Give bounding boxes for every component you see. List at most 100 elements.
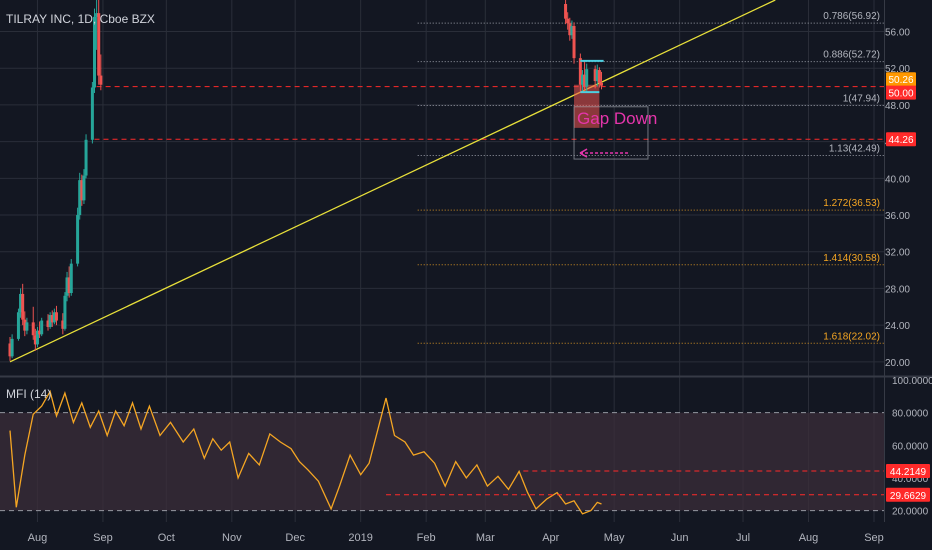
mfi-axis[interactable]: 100.0000 80.0000 60.0000 40.0000 20.0000: [892, 376, 932, 518]
time-tick-label: May: [604, 532, 625, 544]
candle-body: [599, 82, 603, 86]
annotation-box: [573, 106, 649, 160]
mfi-level-lines: [386, 470, 884, 496]
candle-body: [99, 75, 103, 85]
price-tag: [886, 132, 916, 147]
fib-label: 1.13(42.49): [829, 143, 880, 154]
candle-body: [82, 175, 86, 201]
candle-body: [76, 215, 80, 264]
candle-body: [65, 277, 69, 296]
horizontal-lines: [94, 86, 884, 140]
price-tick-label: 28.00: [885, 284, 910, 295]
fib-label: 1.272(36.53): [823, 198, 880, 209]
candle-body: [95, 13, 99, 17]
time-tick-label: Nov: [222, 532, 242, 544]
candle-body: [25, 322, 29, 331]
candle-body: [597, 70, 601, 83]
price-tag-label: 50.26: [888, 75, 913, 86]
time-axis[interactable]: Aug Sep Oct Nov Dec 2019 Feb Mar Apr May Jun Jul Aug…: [28, 532, 884, 544]
candle-body: [38, 330, 42, 335]
candle-body: [572, 26, 576, 59]
candle-body: [593, 69, 597, 82]
candle-body: [19, 293, 23, 313]
price-tags: 50.26 50.00 44.26 44.2149 29.6629: [886, 72, 930, 502]
candle-body: [97, 13, 101, 76]
candle-body: [69, 263, 73, 294]
price-tag: [886, 72, 916, 87]
time-tick-label: Mar: [476, 532, 495, 544]
candle-body: [52, 312, 56, 323]
price-tag-label: 50.00: [888, 89, 913, 100]
candle-body: [48, 315, 52, 327]
mfi-tick-label: 40.0000: [892, 474, 929, 485]
time-tick-label: Sep: [93, 532, 113, 544]
candle-body: [23, 319, 27, 331]
mfi-tick-label: 100.0000: [892, 376, 932, 387]
price-tag: [886, 85, 916, 100]
time-tick-label: Aug: [799, 532, 819, 544]
candle-body: [564, 4, 568, 19]
fib-label: 1.414(30.58): [823, 253, 880, 264]
candle-body: [580, 74, 584, 85]
price-tick-label: 24.00: [885, 321, 910, 332]
price-tick-label: 40.00: [885, 174, 910, 185]
candle-body: [8, 343, 12, 357]
mfi-line: [9, 389, 602, 515]
price-tick-label: 20.00: [885, 358, 910, 369]
candle-body: [35, 330, 39, 345]
candle-body: [10, 338, 14, 357]
fib-label: 0.786(56.92): [823, 11, 880, 22]
mfi-tick-label: 20.0000: [892, 507, 929, 518]
candle-body: [78, 180, 82, 216]
fib-label: 0.886(52.72): [823, 50, 880, 61]
candle-body: [54, 312, 58, 321]
candle-body: [566, 18, 570, 24]
price-tick-label: 52.00: [885, 64, 910, 75]
time-tick-label: Jun: [671, 532, 689, 544]
symbol-label: TILRAY INC, 1D, Cboe BZX: [6, 12, 155, 26]
candle-body: [84, 139, 88, 176]
annotation-arrowhead: [579, 148, 588, 158]
time-tick-label: Feb: [417, 532, 436, 544]
fib-label: 1(47.94): [843, 93, 880, 104]
price-tag-label: 44.26: [888, 135, 913, 146]
candle-body: [90, 87, 94, 140]
fib-label: 1.618(22.02): [823, 331, 880, 342]
candle-body: [80, 180, 84, 201]
candle-body: [33, 335, 37, 345]
mfi-tag-label: 29.6629: [890, 491, 927, 502]
candle-body: [585, 69, 589, 87]
candle-body: [67, 277, 71, 294]
price-tick-label: 48.00: [885, 101, 910, 112]
candle-body: [50, 315, 54, 323]
candlesticks: [8, 0, 604, 361]
time-tick-label: Sep: [864, 532, 884, 544]
mfi-tag-label: 44.2149: [890, 467, 927, 478]
fibonacci-levels: 0.786(56.92) 0.886(52.72) 1(47.94) 1.13(42.…: [417, 11, 884, 344]
candle-body: [40, 320, 44, 335]
time-tick-label: Oct: [158, 532, 175, 544]
candle-body: [31, 322, 35, 336]
time-tick-label: Aug: [28, 532, 48, 544]
candle-body: [583, 74, 587, 87]
candle-body: [595, 70, 599, 82]
mfi-band: [0, 412, 884, 511]
candle-body: [578, 58, 582, 85]
candle-body: [21, 293, 25, 320]
mfi-title: MFI (14): [6, 387, 51, 401]
trendline[interactable]: [9, 0, 776, 363]
gap-down-annotation[interactable]: Gap Down: [573, 106, 657, 160]
annotation-text: Gap Down: [577, 109, 657, 128]
candle-body: [16, 312, 20, 339]
candle-body: [570, 26, 574, 36]
candle-body: [568, 23, 572, 36]
price-tick-label: 56.00: [885, 28, 910, 39]
mfi-tick-label: 60.0000: [892, 441, 929, 452]
time-tick-label: Dec: [285, 532, 305, 544]
time-tick-label: Apr: [542, 532, 559, 544]
candle-body: [92, 16, 96, 88]
time-tick-label: Jul: [736, 532, 750, 544]
price-tick-label: 36.00: [885, 211, 910, 222]
mfi-tick-label: 80.0000: [892, 409, 929, 420]
